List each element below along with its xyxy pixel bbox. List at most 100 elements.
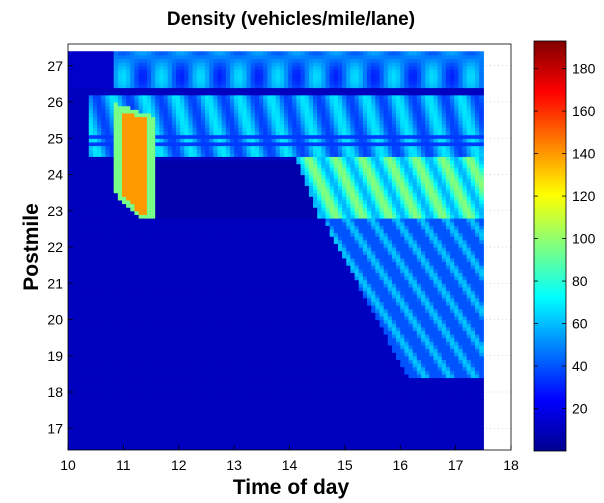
heat-cell	[163, 279, 169, 284]
heat-cell	[234, 417, 239, 422]
heat-cell	[97, 102, 102, 107]
heat-cell	[92, 87, 98, 92]
heat-cell	[146, 257, 152, 263]
heat-cell	[72, 170, 77, 176]
heat-cell	[159, 373, 165, 379]
heat-cell	[213, 257, 219, 263]
heat-cell	[209, 210, 214, 215]
heat-cell	[171, 138, 177, 143]
heat-cell	[180, 170, 185, 176]
heat-cell	[163, 58, 169, 63]
heat-cell	[229, 323, 235, 328]
heat-cell	[192, 160, 198, 165]
heat-cell	[155, 417, 160, 422]
heat-cell	[167, 308, 173, 313]
heat-cell	[109, 210, 115, 215]
heat-cell	[88, 156, 94, 161]
heat-cell	[80, 58, 86, 63]
heat-cell	[130, 268, 136, 273]
heat-cell	[88, 98, 94, 103]
heat-cell	[138, 221, 144, 226]
heat-cell	[234, 366, 239, 371]
heat-cell	[221, 431, 227, 437]
heat-cell	[72, 228, 77, 234]
heat-cell	[105, 337, 111, 342]
heat-cell	[121, 207, 127, 212]
heat-cell	[159, 272, 165, 277]
heat-cell	[88, 152, 94, 157]
heat-cell	[121, 239, 127, 244]
heat-cell	[200, 83, 206, 89]
heat-cell	[238, 178, 244, 183]
heat-cell	[130, 381, 136, 386]
heat-cell	[196, 348, 202, 353]
heat-cell	[234, 326, 239, 331]
heat-cell	[121, 290, 127, 295]
heat-cell	[76, 178, 82, 183]
heat-cell	[134, 243, 140, 248]
heat-cell	[146, 123, 152, 128]
heat-cell	[109, 402, 115, 408]
heat-cell	[180, 279, 185, 284]
heat-cell	[88, 254, 94, 259]
heat-cell	[242, 123, 248, 128]
heat-cell	[113, 207, 119, 212]
heat-cell	[163, 62, 169, 67]
heat-cell	[225, 105, 231, 110]
heat-cell	[97, 424, 102, 429]
heat-cell	[213, 326, 219, 331]
heat-cell	[188, 435, 194, 440]
heat-cell	[68, 207, 73, 212]
heat-cell	[254, 413, 260, 418]
heat-cell	[126, 94, 131, 99]
heat-cell	[171, 156, 177, 161]
heat-cell	[188, 421, 194, 426]
heat-cell	[84, 232, 90, 237]
heat-cell	[225, 131, 231, 136]
heat-cell	[159, 160, 165, 165]
heat-cell	[221, 373, 227, 379]
heat-cell	[184, 417, 190, 422]
heat-cell	[146, 323, 152, 328]
heat-cell	[213, 163, 219, 168]
heat-cell	[72, 76, 77, 81]
heat-cell	[146, 366, 152, 371]
heat-cell	[88, 388, 94, 393]
heat-cell	[246, 294, 252, 299]
heat-cell	[80, 167, 86, 172]
heat-cell	[155, 232, 160, 237]
heat-cell	[234, 51, 239, 56]
heat-cell	[76, 69, 82, 74]
heat-cell	[88, 243, 94, 248]
heat-cell	[196, 210, 202, 215]
heat-cell	[213, 167, 219, 172]
heat-cell	[225, 58, 231, 63]
heat-cell	[88, 286, 94, 292]
heat-cell	[180, 348, 185, 353]
heat-cell	[184, 388, 190, 393]
heat-cell	[213, 305, 219, 310]
heat-cell	[134, 315, 140, 321]
heat-cell	[159, 399, 165, 404]
heat-cell	[229, 76, 235, 81]
heat-cell	[167, 156, 173, 161]
heat-cell	[209, 116, 214, 121]
heat-cell	[92, 341, 98, 346]
heat-cell	[138, 421, 144, 426]
heat-cell	[84, 286, 90, 292]
heat-cell	[113, 381, 119, 386]
heat-cell	[155, 272, 160, 277]
heat-cell	[97, 236, 102, 241]
heat-cell	[209, 257, 214, 263]
heat-cell	[242, 431, 248, 437]
heat-cell	[138, 359, 144, 364]
heat-cell	[200, 210, 206, 215]
heat-cell	[242, 199, 248, 205]
heat-cell	[221, 294, 227, 299]
heat-cell	[180, 131, 185, 136]
heat-cell	[92, 348, 98, 353]
heat-cell	[72, 236, 77, 241]
heat-cell	[180, 377, 185, 382]
heat-cell	[92, 181, 98, 186]
heat-cell	[217, 384, 223, 389]
